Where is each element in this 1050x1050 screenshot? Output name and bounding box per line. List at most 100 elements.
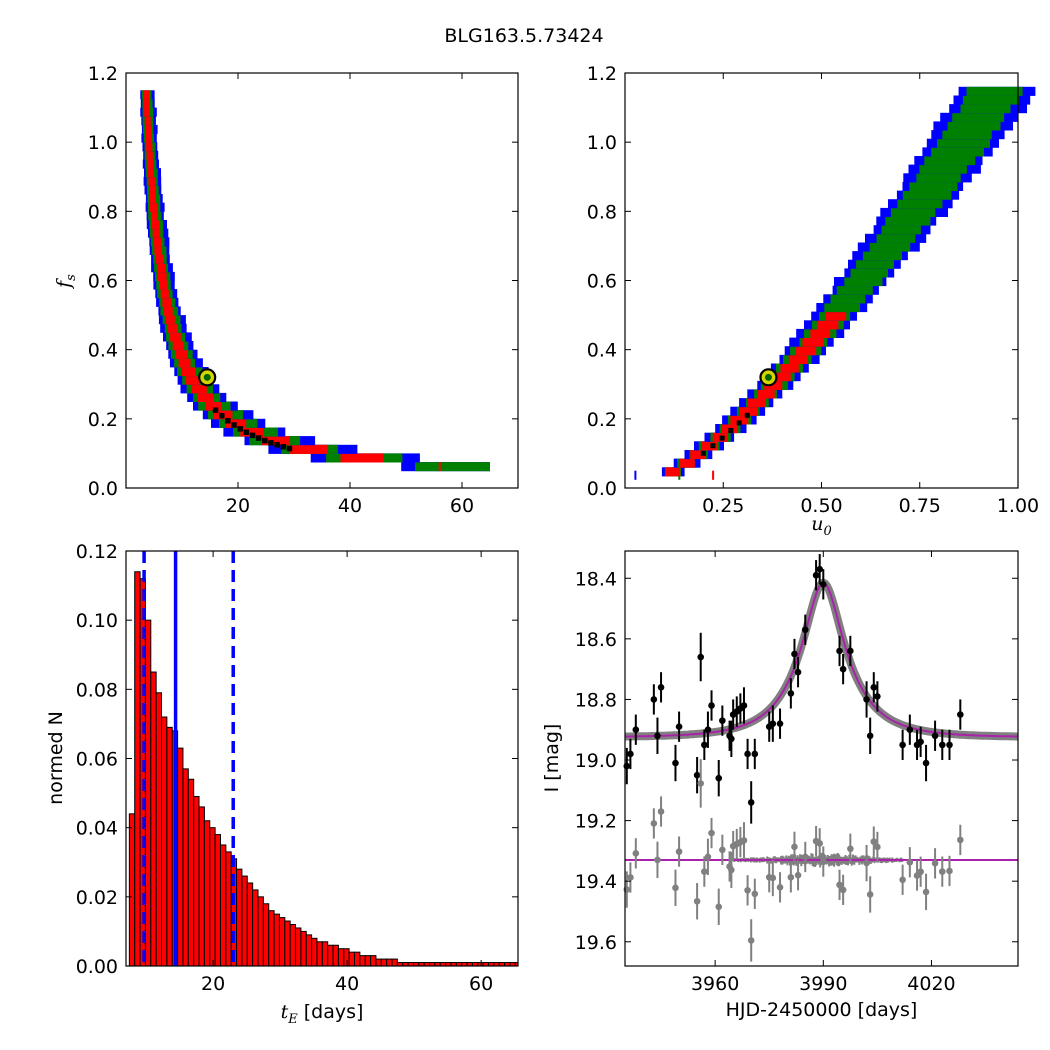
fs-vs-tE-sigma3-cell — [634, 470, 637, 480]
fs-vs-u0-sigma1-cell — [773, 372, 791, 382]
data-point — [812, 571, 820, 579]
fs-vs-tE-ytick-label: 1.2 — [88, 63, 118, 85]
residual-point — [847, 845, 854, 853]
fs-vs-tE-sigma1-cell — [144, 107, 150, 117]
fs-vs-u0-sigma2-cell — [897, 199, 943, 209]
fs-vs-tE-ytick-label: 0.6 — [88, 271, 118, 293]
residual-point — [747, 937, 755, 944]
residual-point — [728, 866, 735, 874]
residual-point — [922, 888, 930, 896]
residual-point — [708, 829, 715, 837]
tE-histogram-bar — [198, 806, 205, 967]
light-curve-ytick-label: 19.6 — [575, 932, 617, 954]
tE-histogram-bar — [268, 910, 275, 967]
fs-vs-u0-ridge-cell — [744, 412, 750, 418]
fs-vs-tE-sigma1-cell — [148, 176, 155, 186]
data-point — [657, 684, 665, 691]
data-point — [863, 696, 870, 703]
fs-vs-tE-sigma1-cell — [156, 263, 166, 273]
fs-vs-u0-sigma1-cell — [739, 406, 758, 416]
fs-vs-u0-sigma2-cell — [836, 285, 873, 295]
fs-vs-tE-ylabel: fs — [53, 274, 79, 290]
fs-vs-tE-sigma1-cell — [290, 444, 328, 454]
fs-vs-tE-ytick-label: 0.8 — [88, 201, 118, 223]
residual-point — [744, 887, 751, 894]
tE-histogram-bar — [370, 955, 377, 967]
data-point — [672, 759, 679, 767]
fs-vs-u0-ytick-label: 0.4 — [587, 340, 617, 362]
data-point — [650, 696, 658, 703]
tE-histogram-bar — [332, 944, 339, 967]
fs-vs-u0-sigma2-cell — [881, 225, 921, 235]
residual-point — [715, 903, 723, 911]
fs-vs-u0-frame — [624, 72, 1019, 489]
residual-point — [839, 886, 847, 894]
fs-vs-u0-sigma1-cell — [702, 441, 717, 451]
tE-histogram-bar — [166, 726, 173, 967]
data-point — [697, 653, 705, 661]
data-point — [794, 668, 802, 676]
fs-vs-tE-sigma1-cell — [149, 194, 156, 204]
fs-vs-tE-confidence-regions — [140, 90, 715, 480]
fs-vs-u0-sigma2-cell — [850, 268, 888, 278]
fs-vs-u0-ridge-cell — [728, 428, 734, 433]
fs-vs-tE-sigma1-cell — [167, 323, 178, 333]
data-point — [744, 750, 751, 758]
fs-vs-u0-sigma1-cell — [764, 380, 783, 390]
fs-vs-tE-ridge-cell — [255, 435, 262, 441]
tE-histogram-ylabel: normed N — [45, 711, 67, 805]
tE-histogram-bar — [386, 958, 393, 967]
data-point — [957, 711, 964, 718]
fs-vs-tE-ridge-cell — [268, 440, 274, 446]
residual-point — [704, 853, 712, 861]
tE-histogram-bar — [219, 844, 227, 967]
fs-vs-tE-sigma1-cell — [155, 254, 164, 264]
fs-vs-u0-sigma1-cell — [810, 328, 831, 338]
residual-point — [769, 874, 777, 882]
fs-vs-tE-sigma1-cell — [145, 133, 152, 143]
tE-histogram-bar — [193, 796, 200, 967]
tE-histogram-bar — [337, 948, 345, 967]
fs-vs-tE-ytick-label: 0.0 — [88, 478, 118, 500]
fs-vs-tE-sigma1-cell — [165, 315, 175, 325]
fs-vs-u0-sigma1-cell — [780, 363, 799, 373]
fs-vs-u0-xtick-label: 0.25 — [702, 495, 744, 517]
data-point — [627, 750, 634, 758]
fs-vs-u0-sigma2-cell — [937, 138, 990, 148]
fs-vs-tE-sigma1-cell — [146, 142, 153, 152]
fs-vs-u0-sigma1-cell — [730, 415, 749, 425]
data-point — [922, 759, 930, 767]
fs-vs-u0-ytick-label: 0.0 — [587, 478, 617, 500]
tE-histogram-bar — [375, 958, 382, 967]
data-point — [719, 717, 726, 724]
data-point — [836, 647, 843, 655]
data-point — [946, 741, 953, 749]
fs-vs-tE-sigma1-cell — [240, 427, 264, 437]
fs-vs-u0-sigma1-cell — [795, 346, 817, 356]
data-point — [740, 702, 748, 709]
fs-vs-tE-xtick-label: 40 — [338, 495, 362, 517]
tE-histogram-bar — [203, 820, 211, 967]
fs-vs-tE-sigma1-cell — [145, 124, 151, 134]
fs-vs-u0-confidence-regions — [661, 86, 1036, 477]
fs-vs-u0-sigma2-cell — [952, 112, 1005, 122]
fs-vs-u0-sigma2-cell — [876, 233, 916, 243]
figure-title: BLG163.5.73424 — [444, 25, 603, 47]
fs-vs-u0-ytick-label: 1.0 — [587, 132, 617, 154]
tE-histogram-bar — [284, 920, 291, 967]
fs-vs-tE-sigma1-cell — [197, 392, 214, 402]
fs-vs-tE-ridge-cell — [225, 418, 231, 424]
data-point — [791, 650, 798, 658]
fs-vs-tE-ridge-cell — [286, 445, 293, 452]
fs-vs-u0-sigma2-cell — [919, 164, 967, 174]
light-curve-xtick-label: 3990 — [799, 973, 847, 995]
tE-histogram-bar — [327, 944, 334, 967]
residual-point — [787, 873, 795, 881]
data-point — [839, 665, 847, 673]
fs-vs-u0-sigma2-cell — [960, 104, 1011, 114]
tE-histogram-bar — [209, 827, 216, 967]
fs-vs-u0-ridge-cell — [710, 443, 716, 449]
tE-histogram-ytick-label: 0.00 — [76, 956, 118, 978]
tE-histogram-bar — [182, 768, 189, 967]
